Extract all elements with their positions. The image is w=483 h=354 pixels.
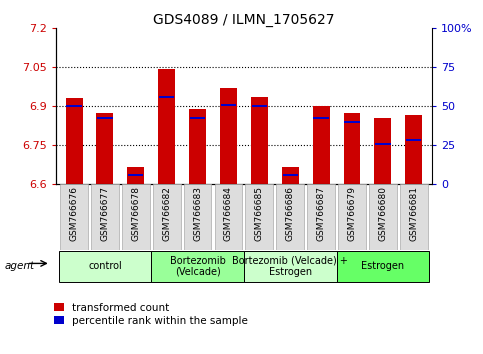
Bar [283, 174, 298, 176]
Text: GSM766677: GSM766677 [100, 186, 110, 241]
Text: GSM766680: GSM766680 [378, 186, 387, 241]
FancyBboxPatch shape [184, 184, 212, 250]
Bar [66, 98, 83, 184]
Bar [190, 117, 205, 119]
Text: control: control [88, 261, 122, 272]
FancyBboxPatch shape [58, 251, 151, 282]
Text: GSM766678: GSM766678 [131, 186, 141, 241]
Bar [252, 105, 267, 107]
Bar [159, 96, 174, 98]
Bar [97, 117, 113, 119]
FancyBboxPatch shape [245, 184, 273, 250]
Title: GDS4089 / ILMN_1705627: GDS4089 / ILMN_1705627 [153, 13, 335, 27]
Bar [374, 118, 391, 184]
Bar [220, 88, 237, 184]
Bar [343, 113, 360, 184]
Text: GSM766685: GSM766685 [255, 186, 264, 241]
FancyBboxPatch shape [214, 184, 242, 250]
Text: Estrogen: Estrogen [361, 261, 404, 272]
FancyBboxPatch shape [400, 184, 427, 250]
Bar [128, 167, 144, 184]
Bar [313, 117, 329, 119]
Bar [405, 115, 422, 184]
Bar [221, 104, 236, 106]
Text: agent: agent [5, 261, 35, 271]
FancyBboxPatch shape [307, 184, 335, 250]
FancyBboxPatch shape [60, 184, 88, 250]
Bar [313, 106, 329, 184]
Text: GSM766683: GSM766683 [193, 186, 202, 241]
Text: GSM766676: GSM766676 [70, 186, 79, 241]
Text: GSM766686: GSM766686 [286, 186, 295, 241]
Bar [375, 143, 391, 145]
Bar [128, 174, 143, 176]
FancyBboxPatch shape [91, 184, 119, 250]
Text: Bortezomib (Velcade) +
Estrogen: Bortezomib (Velcade) + Estrogen [232, 256, 348, 277]
FancyBboxPatch shape [244, 251, 337, 282]
Text: GSM766679: GSM766679 [347, 186, 356, 241]
Bar [189, 109, 206, 184]
Text: Bortezomib
(Velcade): Bortezomib (Velcade) [170, 256, 226, 277]
Bar [97, 113, 114, 184]
Bar [158, 69, 175, 184]
Bar [67, 105, 82, 107]
Text: GSM766687: GSM766687 [317, 186, 326, 241]
FancyBboxPatch shape [122, 184, 150, 250]
Text: GSM766682: GSM766682 [162, 186, 171, 241]
Bar [406, 139, 421, 141]
Bar [251, 97, 268, 184]
Bar [282, 167, 298, 184]
Text: GSM766684: GSM766684 [224, 186, 233, 241]
FancyBboxPatch shape [338, 184, 366, 250]
FancyBboxPatch shape [337, 251, 429, 282]
Legend: transformed count, percentile rank within the sample: transformed count, percentile rank withi… [54, 303, 248, 326]
FancyBboxPatch shape [153, 184, 181, 250]
Bar [344, 121, 360, 123]
FancyBboxPatch shape [276, 184, 304, 250]
FancyBboxPatch shape [151, 251, 244, 282]
Text: GSM766681: GSM766681 [409, 186, 418, 241]
FancyBboxPatch shape [369, 184, 397, 250]
